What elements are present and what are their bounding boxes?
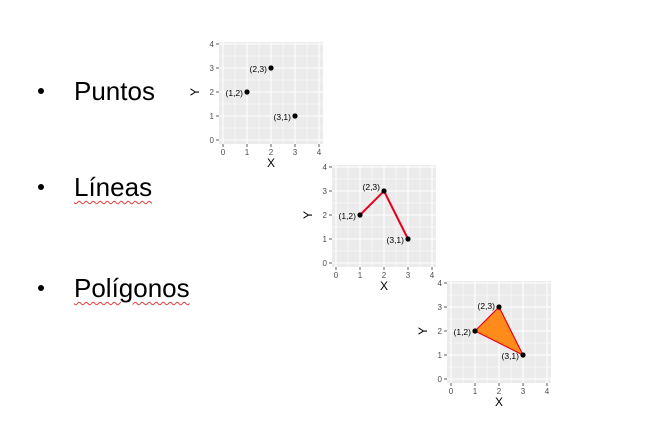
x-tick-label: 3 [293,148,298,157]
polygon-shape [473,305,525,357]
bullet-text: Polígonos [74,273,190,303]
point-label: (2,3) [250,64,268,74]
chart-path: 0 1 2 3 4 0 1 2 3 4 X Y (1,2) (2,3) (3,1) [301,163,436,293]
bullet-text: Puntos [74,76,155,106]
x-tick-label: 1 [245,148,250,157]
data-point [381,188,387,194]
data-point [268,65,274,71]
point-label: (1,2) [226,88,244,98]
chart-point: 0 1 2 3 4 0 1 2 3 4 X Y (1,2) (2,3) (3,1) [188,40,323,170]
y-tick-label: 0 [438,375,443,384]
point-label: (3,1) [387,235,405,245]
point-label: (3,1) [502,351,520,361]
x-tick-label: 2 [382,271,387,280]
x-tick-label: 3 [521,387,526,396]
point-label: (1,2) [339,211,357,221]
x-tick-label: 2 [497,387,502,396]
y-tick-label: 3 [323,187,328,196]
y-tick-label: 4 [210,40,215,49]
y-axis-title: Y [416,327,430,335]
y-tick-label: 0 [210,136,215,145]
point-label: (2,3) [478,301,496,311]
x-axis-title: X [380,279,388,293]
x-axis-title: X [495,395,503,409]
x-tick-label: 0 [221,148,226,157]
x-tick-label: 0 [449,387,454,396]
y-tick-label: 1 [438,351,443,360]
y-tick-label: 4 [438,279,443,288]
y-tick-label: 3 [210,64,215,73]
data-point [472,328,478,334]
data-point [496,304,502,310]
x-tick-label: 1 [473,387,478,396]
data-point [292,113,298,119]
bullet-dot [38,285,44,291]
data-point [405,236,411,242]
y-tick-label: 0 [323,259,328,268]
x-tick-label: 4 [545,387,550,396]
point-label: (2,3) [363,182,381,192]
x-tick-label: 4 [317,148,322,157]
y-tick-label: 2 [323,211,328,220]
point-label: (1,2) [454,327,472,337]
chart-polygon: 0 1 2 3 4 0 1 2 3 4 X Y (1,2) (2,3) (3,1) [416,279,551,409]
y-tick-label: 1 [210,112,215,121]
y-axis-title: Y [188,88,202,96]
bullet-text: Líneas [74,172,153,202]
bullet-dot [38,88,44,94]
x-tick-label: 1 [358,271,363,280]
y-axis-title: Y [301,211,315,219]
x-tick-label: 4 [430,271,435,280]
data-point [520,352,526,358]
data-point [357,212,363,218]
x-tick-label: 0 [334,271,339,280]
bullet-dot [38,184,44,190]
y-tick-label: 4 [323,163,328,172]
point-label: (3,1) [274,112,292,122]
y-tick-label: 1 [323,235,328,244]
x-axis-title: X [267,156,275,170]
y-tick-label: 2 [210,88,215,97]
y-tick-label: 2 [438,327,443,336]
y-tick-label: 3 [438,303,443,312]
x-tick-label: 2 [269,148,274,157]
data-point [244,89,250,95]
x-tick-label: 3 [406,271,411,280]
